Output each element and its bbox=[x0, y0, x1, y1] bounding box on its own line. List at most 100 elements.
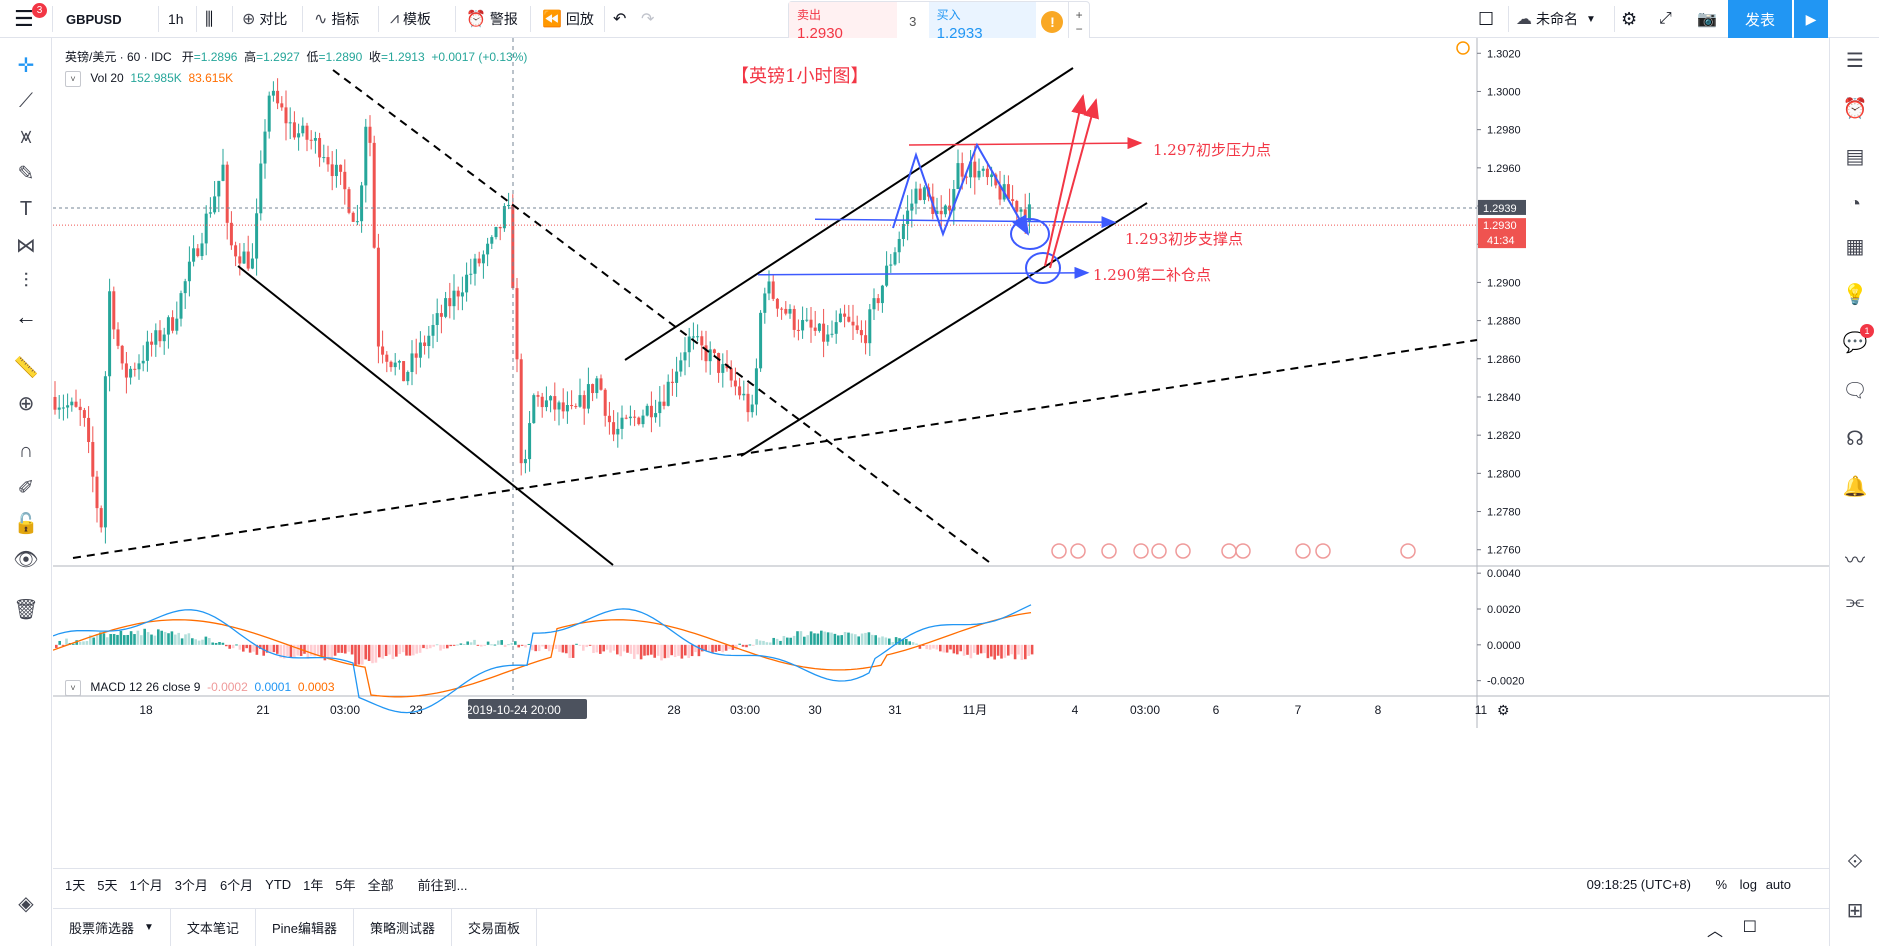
support-annotation: 1.293初步支撑点 bbox=[1125, 230, 1243, 248]
candle-body bbox=[339, 164, 343, 172]
macd-bar bbox=[673, 644, 677, 658]
high-label: 高 bbox=[244, 50, 257, 64]
candle-type-icon[interactable]: ⫼ bbox=[205, 8, 214, 29]
symbol-search[interactable]: GBPUSD bbox=[66, 11, 122, 27]
indicators-button[interactable]: ∿ 指标 bbox=[314, 0, 359, 38]
trash-icon[interactable]: 🗑 bbox=[13, 598, 39, 621]
range-6m[interactable]: 6个月 bbox=[219, 878, 254, 893]
macd-bar bbox=[500, 640, 503, 645]
candle-body bbox=[112, 291, 116, 330]
candle-body bbox=[368, 126, 372, 143]
text-tool-icon[interactable]: T bbox=[19, 197, 33, 220]
order-panel-icon[interactable]: ⫘ bbox=[1846, 590, 1864, 613]
fullscreen-square-icon[interactable]: ☐ bbox=[1478, 8, 1495, 29]
trend-line-icon[interactable]: ⟋ bbox=[19, 89, 33, 112]
minus-icon[interactable]: − bbox=[1075, 21, 1083, 36]
tab-pine-editor[interactable]: Pine编辑器 bbox=[256, 908, 354, 946]
sell-button[interactable]: 卖出 1.2930 bbox=[789, 2, 897, 42]
interval-button[interactable]: 1h bbox=[168, 11, 184, 27]
layers-icon[interactable]: ◈ bbox=[18, 892, 34, 915]
chart-canvas[interactable]: 1.30201.30001.29801.29601.29401.29201.29… bbox=[53, 38, 1829, 868]
range-all[interactable]: 全部 bbox=[367, 878, 394, 893]
range-5y[interactable]: 5年 bbox=[335, 878, 356, 893]
macd-bar bbox=[61, 644, 65, 646]
messages-icon[interactable]: 🗨 bbox=[1842, 379, 1868, 402]
collapse-icon[interactable]: ˅ bbox=[65, 71, 81, 87]
publish-button[interactable]: 发表 bbox=[1728, 0, 1792, 38]
pattern-icon[interactable]: ⋈ bbox=[16, 234, 36, 257]
expand-icon[interactable]: ⤢ bbox=[1659, 10, 1672, 27]
goto-button[interactable]: 前往到... bbox=[417, 878, 468, 893]
ruler-icon[interactable]: 📏 bbox=[13, 356, 39, 379]
layout-button[interactable]: ☁ 未命名 ▼ bbox=[1516, 0, 1596, 38]
settings-gear-icon[interactable]: ⚙ bbox=[1621, 8, 1638, 29]
range-5d[interactable]: 5天 bbox=[97, 878, 118, 893]
macd-bar bbox=[422, 644, 425, 649]
trade-info-button[interactable]: ! bbox=[1036, 2, 1068, 41]
candle-body bbox=[246, 251, 250, 269]
chart-area[interactable]: 1.30201.30001.29801.29601.29401.29201.29… bbox=[53, 38, 1829, 908]
back-arrow-icon[interactable]: ← bbox=[15, 304, 37, 329]
candle-body bbox=[108, 291, 112, 377]
drawing-toolbar: ✛ ⟋ ⩙ ✎ T ⋈ ⫶ ← 📏 ⊕ ∩ ✐ 🔓 👁 🗑 ◈ bbox=[0, 38, 52, 946]
auto-toggle[interactable]: auto bbox=[1765, 877, 1791, 892]
undo-icon[interactable]: ↶ bbox=[613, 11, 627, 28]
play-icon[interactable]: ▶ bbox=[1794, 0, 1828, 38]
chevron-up-icon[interactable]: ︿ bbox=[1706, 923, 1723, 940]
replay-button[interactable]: ⏪ 回放 bbox=[542, 0, 594, 38]
brush-icon[interactable]: ✎ bbox=[17, 162, 35, 185]
magnet-icon[interactable]: ∩ bbox=[18, 439, 34, 462]
calendar-icon[interactable]: ▦ bbox=[1845, 235, 1865, 258]
camera-icon[interactable]: 📷 bbox=[1697, 11, 1717, 28]
candle-body bbox=[599, 378, 603, 390]
candle-body bbox=[540, 396, 544, 408]
tab-screener[interactable]: 股票筛选器 ▼ bbox=[53, 908, 171, 946]
help-icon[interactable]: ⊞ bbox=[1846, 899, 1864, 922]
alert-button[interactable]: ⏰ 警报 bbox=[466, 0, 518, 38]
compare-button[interactable]: ⊕ 对比 bbox=[242, 0, 287, 38]
quantity-stepper[interactable]: + − bbox=[1068, 2, 1089, 41]
crosshair-icon[interactable]: ✛ bbox=[17, 54, 35, 77]
range-ytd[interactable]: YTD bbox=[265, 877, 292, 892]
alarm-clock-icon[interactable]: ⏰ bbox=[1842, 97, 1868, 120]
lock-draw-icon[interactable]: ✐ bbox=[17, 476, 35, 499]
macd-bar bbox=[843, 631, 847, 645]
lock-icon[interactable]: 🔓 bbox=[13, 512, 39, 535]
data-window-icon[interactable]: ▤ bbox=[1845, 145, 1865, 168]
range-1m[interactable]: 1个月 bbox=[129, 878, 163, 893]
tab-trading-panel[interactable]: 交易面板 bbox=[452, 908, 537, 946]
separator bbox=[1508, 6, 1509, 32]
prediction-icon[interactable]: ⫶ bbox=[23, 269, 29, 292]
candle-body bbox=[255, 213, 259, 259]
buy-button[interactable]: 买入 1.2933 bbox=[928, 2, 1037, 42]
zoom-in-icon[interactable]: ⊕ bbox=[17, 392, 35, 415]
maximize-icon[interactable]: ☐ bbox=[1742, 919, 1757, 936]
chat-icon[interactable]: 💬 bbox=[1842, 331, 1868, 354]
clock[interactable]: 09:18:25 (UTC+8) bbox=[1586, 877, 1691, 892]
collapse-icon[interactable]: ˅ bbox=[65, 680, 81, 696]
notifications-icon[interactable]: 🔔 bbox=[1842, 475, 1868, 498]
tab-strategy-tester[interactable]: 策略测试器 bbox=[354, 908, 452, 946]
candle-body bbox=[998, 185, 1002, 200]
ideas-bulb-icon[interactable]: 💡 bbox=[1842, 283, 1868, 306]
range-1d[interactable]: 1天 bbox=[65, 878, 86, 893]
brokers-icon[interactable]: ⟐ bbox=[1847, 850, 1863, 873]
eye-icon[interactable]: 👁 bbox=[13, 548, 39, 571]
watchlist-icon[interactable]: ☰ bbox=[1846, 49, 1864, 72]
plus-icon[interactable]: + bbox=[1075, 7, 1083, 22]
streams-icon[interactable]: ☊ bbox=[1846, 427, 1864, 450]
range-3m[interactable]: 3个月 bbox=[174, 878, 208, 893]
percent-toggle[interactable]: % bbox=[1715, 877, 1727, 892]
macd-bar bbox=[514, 641, 517, 645]
log-toggle[interactable]: log bbox=[1739, 877, 1757, 892]
fib-tool-icon[interactable]: ⩙ bbox=[20, 125, 32, 148]
range-1y[interactable]: 1年 bbox=[303, 878, 324, 893]
macd-bar bbox=[323, 644, 327, 661]
hotlist-icon[interactable]: ◔ bbox=[1848, 192, 1862, 215]
trading-chart-icon[interactable]: 〰 bbox=[1845, 549, 1865, 572]
macd-bar bbox=[860, 633, 864, 645]
templates-button[interactable]: ⩘ 模板 bbox=[390, 0, 431, 38]
tab-text-notes[interactable]: 文本笔记 bbox=[171, 908, 256, 946]
menu-icon[interactable]: ☰ bbox=[14, 6, 34, 31]
redo-icon[interactable]: ↷ bbox=[641, 11, 655, 28]
